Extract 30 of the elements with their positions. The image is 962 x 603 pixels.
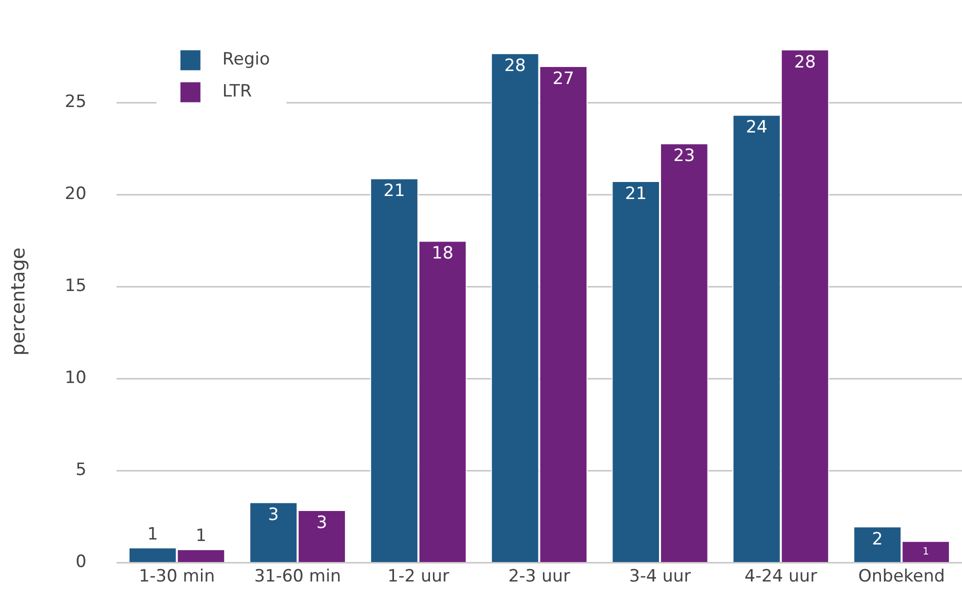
data-label: 24	[746, 118, 768, 138]
x-tick-label: 4-24 uur	[744, 566, 818, 586]
data-label: 21	[383, 181, 406, 202]
y-tick-label: 15	[64, 276, 86, 296]
legend-label: LTR	[222, 82, 252, 102]
y-tick-label: 5	[76, 460, 86, 480]
y-tick-label: 25	[64, 92, 86, 112]
x-tick-label: 3-4 uur	[629, 566, 691, 586]
x-tick-label: 1-2 uur	[388, 566, 450, 586]
data-label: 23	[673, 146, 695, 166]
data-label: 18	[432, 244, 454, 264]
data-label: 3	[316, 512, 328, 533]
x-tick-label: 2-3 uur	[508, 566, 570, 586]
y-axis-title: percentage	[7, 247, 30, 356]
x-tick-label: Onbekend	[858, 566, 945, 586]
x-tick-label: 31-60 min	[254, 566, 342, 586]
data-label: 27	[552, 68, 574, 89]
y-tick-label: 20	[64, 184, 86, 204]
data-label: 1	[196, 526, 206, 546]
x-tick-label: 1-30 min	[138, 566, 215, 586]
y-tick-label: 0	[76, 552, 86, 572]
legend-label: Regio	[222, 50, 270, 70]
data-label: 21	[625, 184, 647, 204]
data-label: 1	[922, 546, 929, 558]
data-label: 2	[872, 529, 883, 550]
data-label: 28	[794, 52, 816, 72]
y-tick-label: 10	[64, 368, 86, 388]
data-label: 28	[504, 56, 526, 76]
data-label: 1	[147, 524, 158, 544]
data-label: 3	[268, 504, 279, 525]
